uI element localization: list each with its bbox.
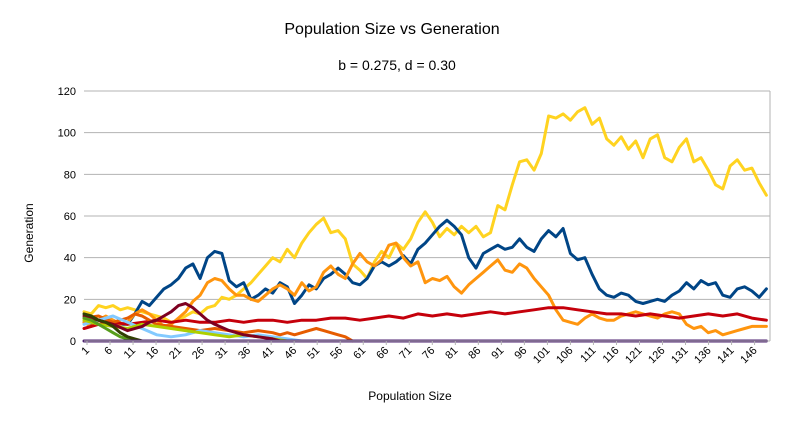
series-layer — [82, 106, 768, 343]
x-tick-label: 96 — [512, 345, 529, 362]
x-tick-label: 131 — [669, 345, 690, 366]
y-tick-label: 100 — [58, 128, 76, 140]
x-tick-label: 116 — [601, 345, 622, 366]
x-tick-label: 111 — [578, 345, 598, 365]
series-line-9 — [82, 316, 137, 343]
x-tick-label: 61 — [351, 345, 368, 362]
x-tick-label: 71 — [397, 345, 414, 362]
series-line-1 — [82, 106, 768, 324]
y-axis-title: Generation — [22, 203, 36, 262]
x-tick-label: 31 — [213, 345, 230, 362]
x-tick-label: 76 — [420, 345, 437, 362]
x-tick-label: 6 — [102, 345, 115, 358]
x-tick-label: 41 — [259, 345, 276, 362]
y-tick-label: 80 — [64, 169, 76, 181]
x-tick-label: 11 — [122, 345, 139, 362]
x-tick-label: 16 — [144, 345, 161, 362]
x-tick-label: 146 — [738, 345, 759, 366]
y-tick-label: 40 — [64, 253, 76, 265]
series-line-3 — [82, 241, 768, 337]
series-line-5 — [82, 312, 355, 343]
y-tick-label: 120 — [58, 86, 76, 98]
chart-subtitle: b = 0.275, d = 0.30 — [338, 57, 456, 73]
x-tick-label: 81 — [443, 345, 460, 362]
x-tick-label: 136 — [692, 345, 713, 366]
x-tick-label: 66 — [374, 345, 391, 362]
x-tick-label: 21 — [167, 345, 184, 362]
x-tick-label: 1 — [79, 345, 92, 358]
series-line-4 — [82, 306, 768, 330]
x-tick-label: 46 — [282, 345, 299, 362]
chart-title: Population Size vs Generation — [284, 21, 499, 38]
x-axis-title: Population Size — [368, 389, 452, 403]
x-tick-label: 86 — [466, 345, 483, 362]
x-tick-label: 121 — [623, 345, 644, 366]
series-line-2 — [82, 218, 768, 326]
x-tick-label: 26 — [190, 345, 207, 362]
x-tick-label: 36 — [236, 345, 253, 362]
y-tick-label: 0 — [70, 336, 76, 348]
x-tick-label: 51 — [305, 345, 322, 362]
x-tick-label: 141 — [715, 345, 736, 366]
y-tick-label: 60 — [64, 211, 76, 223]
x-tick-label: 106 — [554, 345, 575, 366]
x-tick-label: 126 — [646, 345, 667, 366]
series-line-10 — [82, 312, 144, 343]
x-tick-label: 56 — [328, 345, 345, 362]
y-tick-label: 20 — [64, 294, 76, 306]
x-tick-label: 101 — [531, 345, 552, 366]
x-tick-label: 91 — [489, 345, 506, 362]
series-line-8 — [82, 302, 282, 343]
